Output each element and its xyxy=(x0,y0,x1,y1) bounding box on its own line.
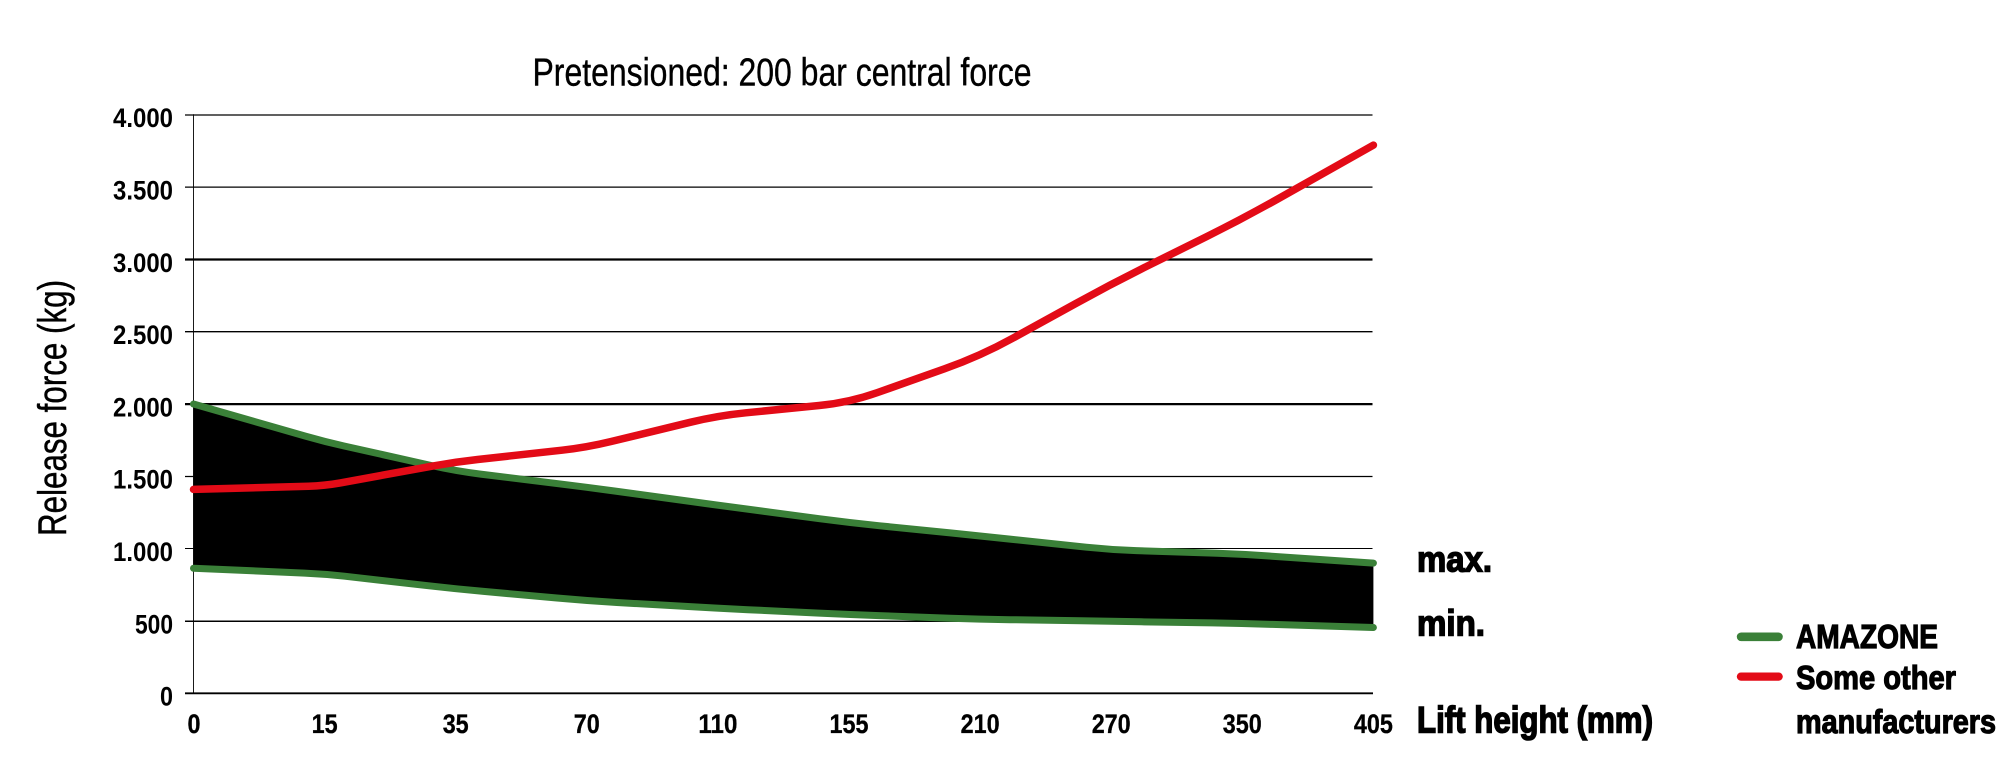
svg-text:AMAZONE: AMAZONE xyxy=(1796,619,1938,656)
svg-text:1.500: 1.500 xyxy=(113,465,173,495)
svg-text:1.000: 1.000 xyxy=(113,537,173,567)
svg-text:min.: min. xyxy=(1417,603,1485,644)
svg-text:210: 210 xyxy=(961,709,1000,739)
svg-text:Release force (kg): Release force (kg) xyxy=(31,280,75,536)
svg-text:35: 35 xyxy=(443,709,469,739)
svg-text:15: 15 xyxy=(312,709,338,739)
svg-text:manufacturers: manufacturers xyxy=(1796,704,1996,741)
svg-text:4.000: 4.000 xyxy=(113,103,173,133)
svg-text:0: 0 xyxy=(160,682,173,712)
svg-text:70: 70 xyxy=(574,709,600,739)
svg-text:Pretensioned: 200 bar central: Pretensioned: 200 bar central force xyxy=(533,52,1032,95)
svg-text:2.500: 2.500 xyxy=(113,320,173,350)
svg-text:3.000: 3.000 xyxy=(113,248,173,278)
svg-text:405: 405 xyxy=(1354,709,1393,739)
svg-text:350: 350 xyxy=(1223,709,1262,739)
svg-text:0: 0 xyxy=(188,709,201,739)
svg-text:2.000: 2.000 xyxy=(113,392,173,422)
svg-text:270: 270 xyxy=(1092,709,1131,739)
svg-text:110: 110 xyxy=(698,709,737,739)
svg-text:155: 155 xyxy=(830,709,869,739)
svg-text:500: 500 xyxy=(135,609,173,639)
svg-text:Lift height (mm): Lift height (mm) xyxy=(1417,699,1653,740)
svg-text:max.: max. xyxy=(1417,539,1492,580)
svg-text:Some other: Some other xyxy=(1796,660,1956,697)
svg-text:3.500: 3.500 xyxy=(113,176,173,206)
